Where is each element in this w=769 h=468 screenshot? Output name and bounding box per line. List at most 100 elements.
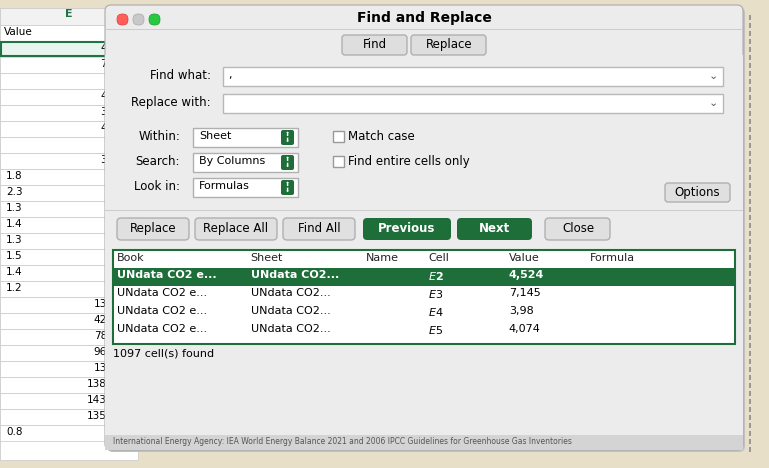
Bar <box>749 119 751 124</box>
FancyBboxPatch shape <box>105 5 743 450</box>
Bar <box>749 399 751 404</box>
Bar <box>0 201 138 217</box>
Text: ,: , <box>228 70 231 80</box>
Bar <box>0 313 138 329</box>
Bar <box>749 311 751 316</box>
Text: Replace: Replace <box>130 222 176 235</box>
Bar <box>105 435 743 450</box>
Text: UNdata CO2...: UNdata CO2... <box>251 324 331 334</box>
Bar <box>749 327 751 332</box>
Text: 2.3: 2.3 <box>6 187 22 197</box>
Bar <box>749 231 751 236</box>
Bar <box>749 71 751 76</box>
Text: 3,98: 3,98 <box>509 306 534 316</box>
Bar <box>749 103 751 108</box>
FancyBboxPatch shape <box>281 130 294 145</box>
Bar <box>749 39 751 44</box>
Text: Next: Next <box>479 222 511 235</box>
Text: Value: Value <box>509 253 540 263</box>
Text: 1.4: 1.4 <box>6 219 22 229</box>
Text: Find: Find <box>363 38 387 51</box>
Bar <box>0 169 138 185</box>
Bar <box>193 178 298 197</box>
Bar <box>0 393 138 409</box>
Bar <box>749 23 751 28</box>
Bar <box>749 183 751 188</box>
Text: 143,569: 143,569 <box>87 395 130 405</box>
Bar <box>105 29 743 30</box>
Bar <box>1 42 136 56</box>
Bar <box>749 439 751 444</box>
Bar <box>749 271 751 276</box>
Text: Match case: Match case <box>348 130 414 143</box>
Bar <box>749 47 751 52</box>
Text: UNdata CO2...: UNdata CO2... <box>251 270 339 280</box>
Bar <box>749 423 751 428</box>
Bar <box>749 31 751 36</box>
Bar <box>333 131 344 142</box>
Text: 4,525: 4,525 <box>100 123 130 133</box>
Text: 78,045: 78,045 <box>94 331 130 341</box>
FancyBboxPatch shape <box>411 35 486 55</box>
Text: Previous: Previous <box>378 222 436 235</box>
Bar <box>749 343 751 348</box>
FancyBboxPatch shape <box>283 218 355 240</box>
Text: Sheet: Sheet <box>199 131 231 141</box>
Text: Within:: Within: <box>138 130 180 143</box>
Text: Book: Book <box>117 253 145 263</box>
Text: ⌄: ⌄ <box>708 98 717 108</box>
Text: 135,599: 135,599 <box>87 411 130 421</box>
Bar <box>223 94 723 113</box>
Text: 3,512: 3,512 <box>100 155 130 165</box>
Text: Find All: Find All <box>298 222 341 235</box>
Bar <box>749 95 751 100</box>
FancyBboxPatch shape <box>117 218 189 240</box>
Bar <box>114 268 734 286</box>
Text: 1.3: 1.3 <box>6 203 22 213</box>
Bar <box>749 367 751 372</box>
Text: Options: Options <box>674 186 720 199</box>
Text: UNdata CO2 e...: UNdata CO2 e... <box>117 270 217 280</box>
Bar <box>749 143 751 148</box>
Text: 131,69: 131,69 <box>94 363 130 373</box>
Bar <box>0 345 138 361</box>
FancyBboxPatch shape <box>281 180 294 195</box>
Text: Sheet: Sheet <box>251 253 283 263</box>
Text: 4,2: 4,2 <box>113 139 130 149</box>
Bar <box>749 135 751 140</box>
Bar <box>0 185 138 201</box>
Bar <box>0 153 138 169</box>
Bar <box>749 87 751 92</box>
FancyBboxPatch shape <box>117 14 128 25</box>
Bar <box>0 377 138 393</box>
Text: 4,074: 4,074 <box>100 91 130 101</box>
Bar <box>0 57 138 73</box>
Text: Replace: Replace <box>426 38 472 51</box>
Text: $E$5: $E$5 <box>428 324 443 336</box>
Bar <box>749 215 751 220</box>
Bar <box>114 304 734 322</box>
Text: ⬆
⬇: ⬆ ⬇ <box>285 157 291 168</box>
Bar <box>0 425 138 441</box>
Text: Search:: Search: <box>135 155 180 168</box>
Bar <box>749 335 751 340</box>
Bar <box>749 159 751 164</box>
Bar <box>749 199 751 204</box>
Bar <box>749 415 751 420</box>
FancyBboxPatch shape <box>149 14 160 25</box>
Bar <box>0 409 138 425</box>
Bar <box>749 191 751 196</box>
Text: Look in:: Look in: <box>134 180 180 193</box>
Text: 1.4: 1.4 <box>6 267 22 277</box>
Text: 0.8: 0.8 <box>6 427 22 437</box>
Text: Find what:: Find what: <box>150 69 211 82</box>
Bar <box>749 55 751 60</box>
Bar <box>749 127 751 132</box>
Bar <box>114 322 734 340</box>
Bar <box>749 247 751 252</box>
FancyBboxPatch shape <box>281 155 294 170</box>
Bar <box>333 156 344 167</box>
FancyBboxPatch shape <box>363 218 451 240</box>
FancyBboxPatch shape <box>457 218 532 240</box>
Bar <box>113 250 735 344</box>
